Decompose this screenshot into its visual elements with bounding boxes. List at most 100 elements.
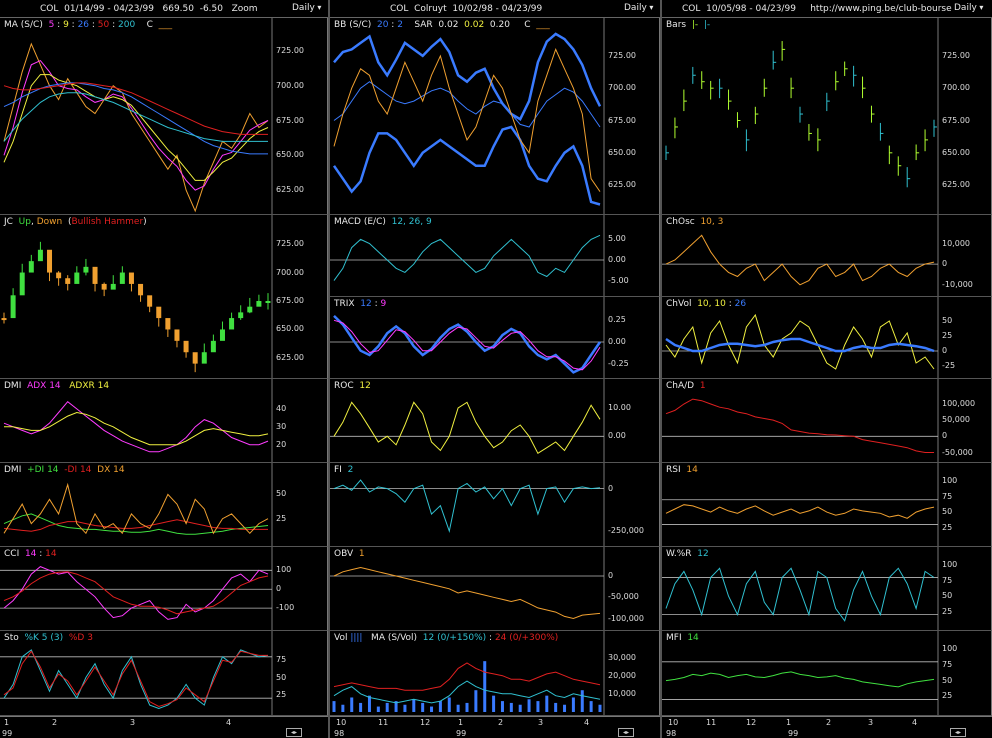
y-tick-label: 700.00 bbox=[608, 83, 636, 93]
panel-chosc[interactable]: ChOsc 10, 3 10,000 0 -10,000 bbox=[662, 215, 992, 297]
y-tick-label: -10,000 bbox=[942, 279, 973, 289]
panel-chvol[interactable]: ChVol 10, 10 : 26 50 25 0 -25 bbox=[662, 297, 992, 379]
window-titlebar-1[interactable]: COL 01/14/99 - 04/23/99 669.50 -6.50 Zoo… bbox=[0, 0, 328, 18]
y-tick-label: 0.00 bbox=[608, 255, 626, 264]
panel-bb[interactable]: BB (S/C) 20 : 2 SAR 0.02 0.02 0.20 C ___… bbox=[330, 18, 660, 215]
legend-text: ChA/D bbox=[666, 381, 700, 391]
y-tick-label: 10,000 bbox=[608, 688, 636, 698]
legend-oby: OBV 1 bbox=[334, 549, 365, 559]
legend-ma: MA (S/C) 5 : 9 : 26 : 50 : 200 C ___ bbox=[4, 20, 172, 30]
panel-chad[interactable]: ChA/D 1 100,000 50,000 0 -50,000 bbox=[662, 379, 992, 463]
panel-dmi1[interactable]: DMI ADX 14 ADXR 14 40 30 20 bbox=[0, 379, 328, 463]
legend-text: DMI bbox=[4, 381, 28, 391]
legend-text: Down bbox=[36, 217, 63, 227]
chart-mfi bbox=[662, 631, 939, 715]
legend-text: %K 5 (3) bbox=[24, 633, 64, 643]
series-chvol bbox=[665, 313, 935, 370]
legend-text: 12 bbox=[360, 299, 372, 309]
panel-dmi2[interactable]: DMI +DI 14 -DI 14 DX 14 50 25 bbox=[0, 463, 328, 547]
panel-fi[interactable]: FI 2 0 -250,000 bbox=[330, 463, 660, 547]
candle-body bbox=[229, 318, 235, 330]
legend-text: 5 bbox=[48, 20, 55, 30]
legend-text: DMI bbox=[4, 465, 28, 475]
panel-oby[interactable]: OBV 1 0 -50,000 -100,000 bbox=[330, 547, 660, 631]
y-tick-label: 725.00 bbox=[608, 50, 636, 60]
window-titlebar-3[interactable]: COL 10/05/98 - 04/23/99 http://www.ping.… bbox=[662, 0, 992, 18]
legend-text: |- bbox=[703, 20, 711, 30]
legend-text: 26 bbox=[77, 20, 90, 30]
period-dropdown-2[interactable]: Daily bbox=[624, 3, 653, 13]
window-separator-2 bbox=[660, 0, 662, 738]
y-tick-label: 725.00 bbox=[942, 50, 970, 60]
period-dropdown-1[interactable]: Daily bbox=[292, 3, 321, 13]
series-ma9 bbox=[3, 74, 269, 181]
scroll-arrows-button-3[interactable]: ◂▸ bbox=[950, 728, 966, 737]
panel-trix[interactable]: TRIX 12 : 9 0.25 0.00 -0.25 bbox=[330, 297, 660, 379]
candle-body bbox=[201, 352, 207, 364]
legend-dmi1: DMI ADX 14 ADXR 14 bbox=[4, 381, 109, 391]
legend-text: 10, 3 bbox=[700, 217, 724, 227]
y-tick-label: 100,000 bbox=[942, 398, 976, 408]
y-tick-label: 30,000 bbox=[608, 652, 636, 662]
year-label: 99 bbox=[2, 729, 13, 738]
y-tick-label: 725.00 bbox=[276, 239, 304, 249]
panel-vol[interactable]: Vol |||| MA (S/Vol) 12 (0/+150%) : 24 (0… bbox=[330, 631, 660, 716]
panel-cci[interactable]: CCI 14 : 14 100 0 -100 bbox=[0, 547, 328, 631]
y-tick-label: 675.00 bbox=[276, 115, 304, 125]
series-dx bbox=[3, 482, 269, 535]
candle-body bbox=[56, 272, 62, 279]
candle-body bbox=[101, 283, 107, 290]
scroll-arrows-button-2[interactable]: ◂▸ bbox=[618, 728, 634, 737]
panel-ma[interactable]: MA (S/C) 5 : 9 : 26 : 50 : 200 C ___ 725.… bbox=[0, 18, 328, 215]
legend-text: Vol bbox=[334, 633, 351, 643]
x-tick-label: 1 bbox=[4, 718, 10, 727]
series-obv bbox=[333, 566, 601, 620]
panel-bars[interactable]: Bars |- |- 725.00 700.00 675.00 650.00 625.00 bbox=[662, 18, 992, 215]
series-close bbox=[333, 48, 601, 192]
legend-text: W.%R bbox=[666, 549, 698, 559]
legend-text: : bbox=[68, 20, 78, 30]
chart-vol bbox=[332, 631, 605, 715]
candle-body bbox=[28, 261, 34, 273]
legend-roc: ROC 12 bbox=[334, 381, 371, 391]
panel-jc[interactable]: JC Up, Down (Bullish Hammer) 725.00 700.00… bbox=[0, 215, 328, 379]
x-tick-label: 4 bbox=[912, 718, 918, 727]
y-tick-label: -25 bbox=[942, 361, 956, 370]
window-titlebar-2[interactable]: COL Colruyt 10/02/98 - 04/23/99 Daily bbox=[330, 0, 660, 18]
legend-text: DX 14 bbox=[97, 465, 125, 475]
period-dropdown-3[interactable]: Daily bbox=[954, 3, 983, 13]
legend-text: Up bbox=[18, 217, 31, 227]
panel-macd[interactable]: MACD (E/C) 12, 26, 9 5.00 0.00 -5.00 bbox=[330, 215, 660, 297]
x-tick-label: 3 bbox=[538, 718, 544, 727]
candle-body bbox=[37, 249, 43, 262]
series-ma5 bbox=[3, 59, 269, 191]
y-tick-label: 50 bbox=[942, 591, 953, 601]
chart-macd bbox=[330, 215, 605, 296]
y-tick-label: 625.00 bbox=[942, 180, 970, 190]
y-tick-label: 650.00 bbox=[276, 150, 304, 160]
legend-text: 10, 10 bbox=[697, 299, 726, 309]
y-tick-label: -50,000 bbox=[608, 592, 639, 602]
legend-text bbox=[61, 381, 70, 391]
legend-text: CCI bbox=[4, 549, 25, 559]
y-tick-label: 25 bbox=[942, 606, 953, 616]
panel-mfi[interactable]: MFI 14 100 75 50 25 bbox=[662, 631, 992, 716]
panel-sto[interactable]: Sto %K 5 (3) %D 3 75 50 25 bbox=[0, 631, 328, 716]
legend-text: 2 bbox=[347, 465, 354, 475]
panel-wr[interactable]: W.%R 12 100 75 50 25 bbox=[662, 547, 992, 631]
y-tick-label: 75 bbox=[942, 575, 953, 585]
candle-body bbox=[110, 283, 116, 290]
y-tick-label: 75 bbox=[942, 491, 953, 501]
candle-body bbox=[192, 352, 198, 364]
series-signal bbox=[333, 319, 601, 371]
candle-body bbox=[119, 272, 125, 284]
panel-roc[interactable]: ROC 12 10.00 0.00 bbox=[330, 379, 660, 463]
legend-text: 14 bbox=[687, 633, 699, 643]
y-tick-label: -5.00 bbox=[608, 275, 629, 285]
window-title-3: COL 10/05/98 - 04/23/99 http://www.ping.… bbox=[682, 4, 952, 14]
y-tick-label: 100 bbox=[942, 560, 958, 570]
candle-body bbox=[138, 283, 144, 296]
x-tick-label: 12 bbox=[746, 718, 757, 727]
scroll-arrows-button-1[interactable]: ◂▸ bbox=[286, 728, 302, 737]
panel-rsi[interactable]: RSI 14 100 75 50 25 bbox=[662, 463, 992, 547]
